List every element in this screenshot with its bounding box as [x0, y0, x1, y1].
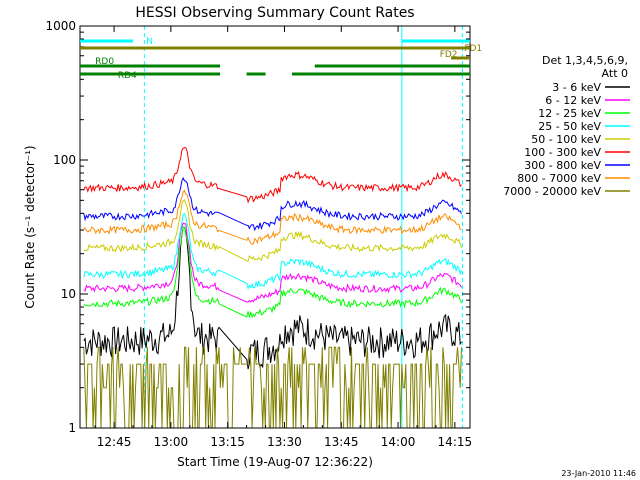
x-axis-label: Start Time (19-Aug-07 12:36:22) — [177, 455, 373, 469]
flags-layer: N FD1 FD2 RD0 RD4 — [80, 37, 482, 81]
y-axis-label: Count Rate (s⁻¹ detector⁻¹) — [23, 145, 37, 308]
legend-entry-label: 3 - 6 keV — [552, 81, 601, 94]
series-line-2 — [83, 222, 462, 303]
flag-label-n: N — [146, 37, 153, 47]
y-tick-label: 1 — [68, 421, 76, 435]
legend-entry-label: 800 - 7000 keV — [517, 172, 601, 185]
y-tick-label: 100 — [53, 153, 76, 167]
x-tick-label: 13:30 — [267, 435, 302, 449]
legend-title-line2: Att 0 — [602, 67, 628, 80]
series-line-1 — [83, 226, 462, 370]
series-line-5 — [83, 199, 462, 263]
plot-frame — [79, 25, 471, 429]
series-line-6 — [83, 147, 462, 204]
series-line-8 — [83, 189, 462, 245]
legend-entry-label: 12 - 25 keV — [538, 107, 601, 120]
flag-label-fd1: FD1 — [464, 44, 482, 54]
y-tick-label: 10 — [61, 287, 76, 301]
x-tick-label: 13:15 — [210, 435, 245, 449]
flag-label-rd4: RD4 — [118, 71, 137, 81]
data-layer — [79, 26, 463, 429]
legend-entry-label: 50 - 100 keV — [531, 133, 601, 146]
axes-layer: 12:45 13:00 13:15 13:30 13:45 14:00 14:15 1 10 10… — [45, 19, 472, 449]
legend-entry-label: 100 - 300 keV — [524, 146, 601, 159]
x-tick-label: 13:00 — [154, 435, 189, 449]
y-tick-label: 1000 — [45, 19, 76, 33]
x-tick-label: 14:00 — [381, 435, 416, 449]
legend-entry-label: 25 - 50 keV — [538, 120, 601, 133]
legend-entry-label: 6 - 12 keV — [545, 94, 601, 107]
chart-title: HESSI Observing Summary Count Rates — [135, 5, 414, 21]
series-line-3 — [83, 226, 462, 319]
legend-entry-label: 7000 - 20000 keV — [503, 185, 601, 198]
series-line-9 — [83, 346, 462, 429]
x-tick-label: 12:45 — [97, 435, 132, 449]
x-tick-label: 13:45 — [324, 435, 359, 449]
x-tick-label: 14:15 — [438, 435, 473, 449]
legend-entry-label: 300 - 800 keV — [524, 159, 601, 172]
footer-date: 23-Jan-2010 11:46 — [561, 469, 636, 478]
series-line-4 — [83, 213, 462, 290]
legend-title-line1: Det 1,3,4,5,6,9, — [542, 54, 628, 67]
flag-label-fd2: FD2 — [440, 50, 458, 60]
flag-label-rd0: RD0 — [95, 57, 114, 67]
series-line-7 — [83, 176, 462, 232]
